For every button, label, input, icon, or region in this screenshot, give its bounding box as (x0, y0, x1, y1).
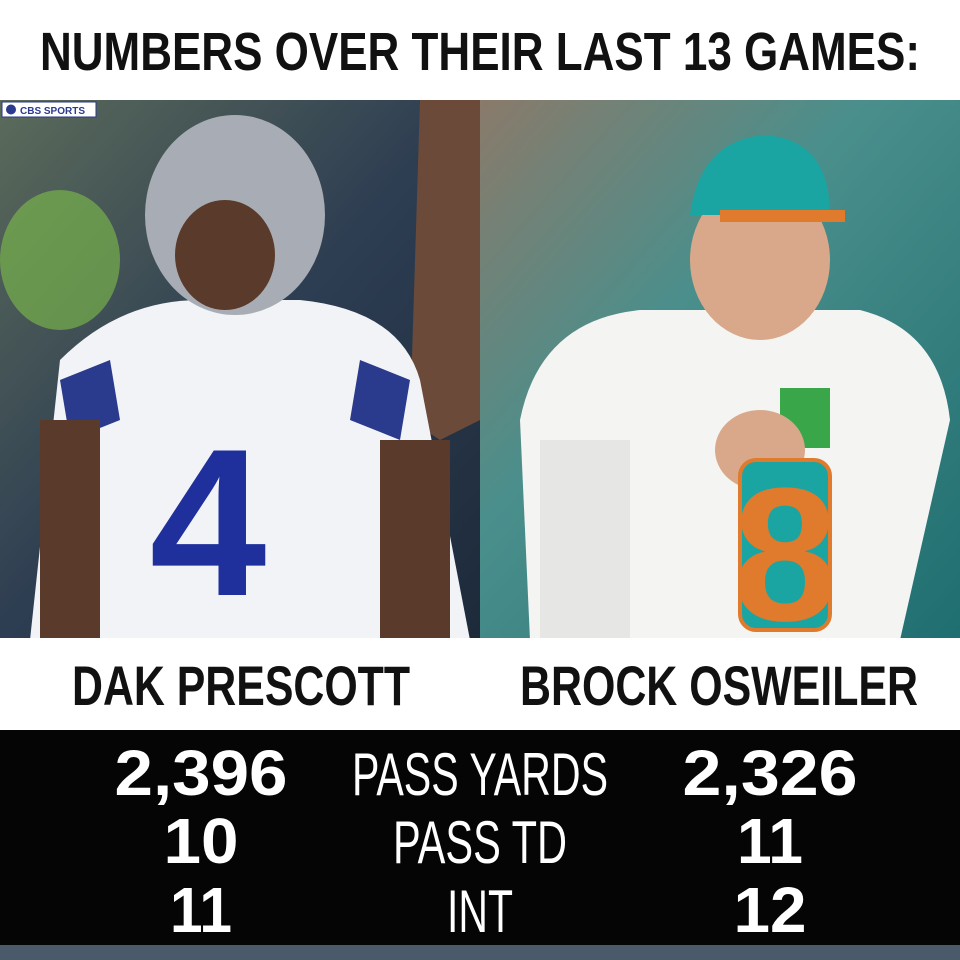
jersey-number: 4 (150, 405, 267, 640)
title-band (0, 0, 960, 100)
player-name: DAK PRESCOTT (72, 654, 410, 717)
stat-value: 12 (734, 874, 807, 946)
player-name: BROCK OSWEILER (520, 654, 918, 717)
stat-label: PASS TD (393, 809, 567, 876)
bottom-strip (0, 945, 960, 960)
stat-label: PASS YARDS (352, 741, 608, 808)
logo: CBS SPORTS (1, 101, 97, 118)
title: NUMBERS OVER THEIR LAST 13 GAMES: (40, 22, 920, 82)
left-photo: 4 (0, 100, 480, 640)
stat-label: INT (447, 878, 513, 945)
names-band (0, 638, 960, 730)
stat-value: 10 (164, 805, 239, 877)
stat-value: 2,396 (115, 737, 288, 809)
jersey-number: 8 (732, 449, 838, 661)
stats-table: 2,396 PASS YARDS 2,326 10 PASS TD 11 11 INT 12 (115, 737, 858, 946)
stat-value: 2,326 (683, 737, 858, 809)
right-photo: 8 (480, 100, 960, 661)
logo-text: CBS SPORTS (20, 106, 85, 117)
stat-value: 11 (737, 805, 803, 877)
stats-band (0, 730, 960, 945)
stat-value: 11 (170, 874, 232, 946)
